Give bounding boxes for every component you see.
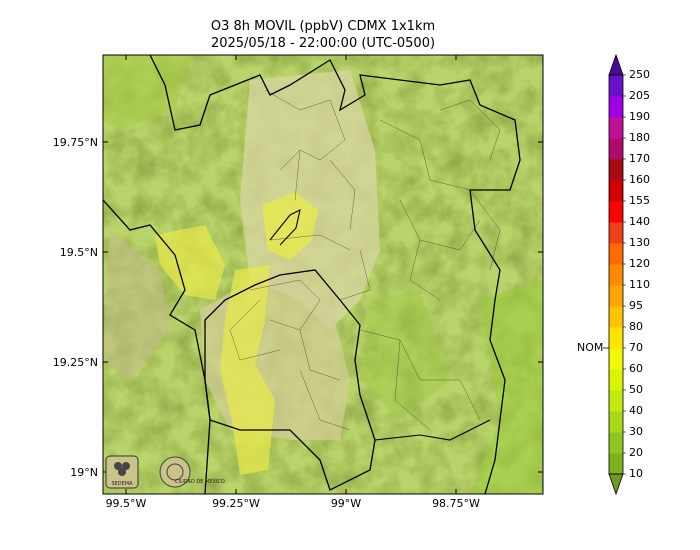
colorbar-tick-label: 30 <box>629 425 643 438</box>
urban-area-north <box>240 70 380 330</box>
colorbar-tick-label: 60 <box>629 362 643 375</box>
colorbar-tick-label: 170 <box>629 152 650 165</box>
x-tick-label-9925: 99.25°W <box>212 497 260 510</box>
plume-west <box>155 225 225 300</box>
y-tick-label-195: 19.5°N <box>59 246 98 259</box>
colorbar-tick-label: 180 <box>629 131 650 144</box>
x-tick-label-995: 99.5°W <box>105 497 147 510</box>
y-tick-label-1925: 19.25°N <box>52 356 98 369</box>
colorbar-tick-label: 10 <box>629 467 643 480</box>
colorbar-segment <box>609 264 623 286</box>
colorbar-segment <box>609 327 623 349</box>
colorbar-segment <box>609 390 623 412</box>
sedema-logo: SEDEMA <box>105 455 139 489</box>
x-tick-label-9875: 98.75°W <box>432 497 480 510</box>
colorbar-segment <box>609 75 623 97</box>
colorbar-segment <box>609 348 623 370</box>
map-title: O3 8h MOVIL (ppbV) CDMX 1x1km <box>210 19 436 34</box>
colorbar-segment <box>609 222 623 244</box>
colorbar-tick-label: 130 <box>629 236 650 249</box>
colorbar-segment <box>609 138 623 160</box>
map-timestamp: 2025/05/18 - 22:00:00 (UTC-0500) <box>210 36 436 51</box>
cdmx-logo-text: CIUDAD DE MÉXICO <box>175 477 225 485</box>
colorbar-tick-label: 95 <box>629 299 643 312</box>
boundary-southeast <box>374 419 491 441</box>
colorbar-tick-label: 205 <box>629 89 650 102</box>
colorbar-extend-min <box>608 473 624 496</box>
colorbar-tick-label: 160 <box>629 173 650 186</box>
colorbar-tick-label: 20 <box>629 446 643 459</box>
colorbar-segment <box>609 180 623 202</box>
colorbar-segment <box>609 96 623 118</box>
colorbar-segment <box>609 243 623 265</box>
sedema-logo-text: SEDEMA <box>111 481 133 487</box>
plume-north <box>262 192 318 260</box>
colorbar-segment <box>609 453 623 475</box>
colorbar-tick-label: 190 <box>629 110 650 123</box>
colorbar-tick-label: 80 <box>629 320 643 333</box>
map-frame <box>102 54 544 495</box>
x-ticks <box>125 55 457 494</box>
colorbar-tick-label: 40 <box>629 404 643 417</box>
y-tick-label-19: 19°N <box>70 466 98 479</box>
boundary-north-lobe <box>269 208 301 246</box>
colorbar-segment <box>609 285 623 307</box>
colorbar-segment <box>609 432 623 454</box>
cdmx-logo: CIUDAD DE MÉXICO <box>159 456 225 488</box>
colorbar-tick-label: 110 <box>629 278 650 291</box>
colorbar-tick-label: 50 <box>629 383 643 396</box>
plume-south <box>220 265 275 475</box>
colorbar-extend-max <box>608 53 624 76</box>
colorbar-segment <box>609 369 623 391</box>
colorbar-tick-label: 155 <box>629 194 650 207</box>
green-region-se <box>470 280 543 494</box>
colorbar-segment <box>609 411 623 433</box>
colorbar-tick-label: 70 <box>629 341 643 354</box>
state-boundary-edomex <box>149 55 521 494</box>
cdmx-boundary <box>204 269 376 491</box>
colorbar-segment <box>609 159 623 181</box>
mountain-area-west <box>103 230 170 380</box>
colorbar-segment <box>609 306 623 328</box>
nom-label: NOM <box>577 341 604 354</box>
colorbar-tick-label: 140 <box>629 215 650 228</box>
colorbar-segment <box>609 117 623 139</box>
x-tick-label-99: 99°W <box>330 497 362 510</box>
municipal-boundaries <box>229 89 501 431</box>
y-tick-label-1975: 19.75°N <box>52 136 98 149</box>
green-region-east <box>360 290 450 420</box>
colorbar-tick-label: 120 <box>629 257 650 270</box>
colorbar-segment <box>609 201 623 223</box>
green-region-nw <box>103 55 190 130</box>
colorbar-tick-label: 250 <box>629 68 650 81</box>
colorbar-frame <box>608 74 624 475</box>
